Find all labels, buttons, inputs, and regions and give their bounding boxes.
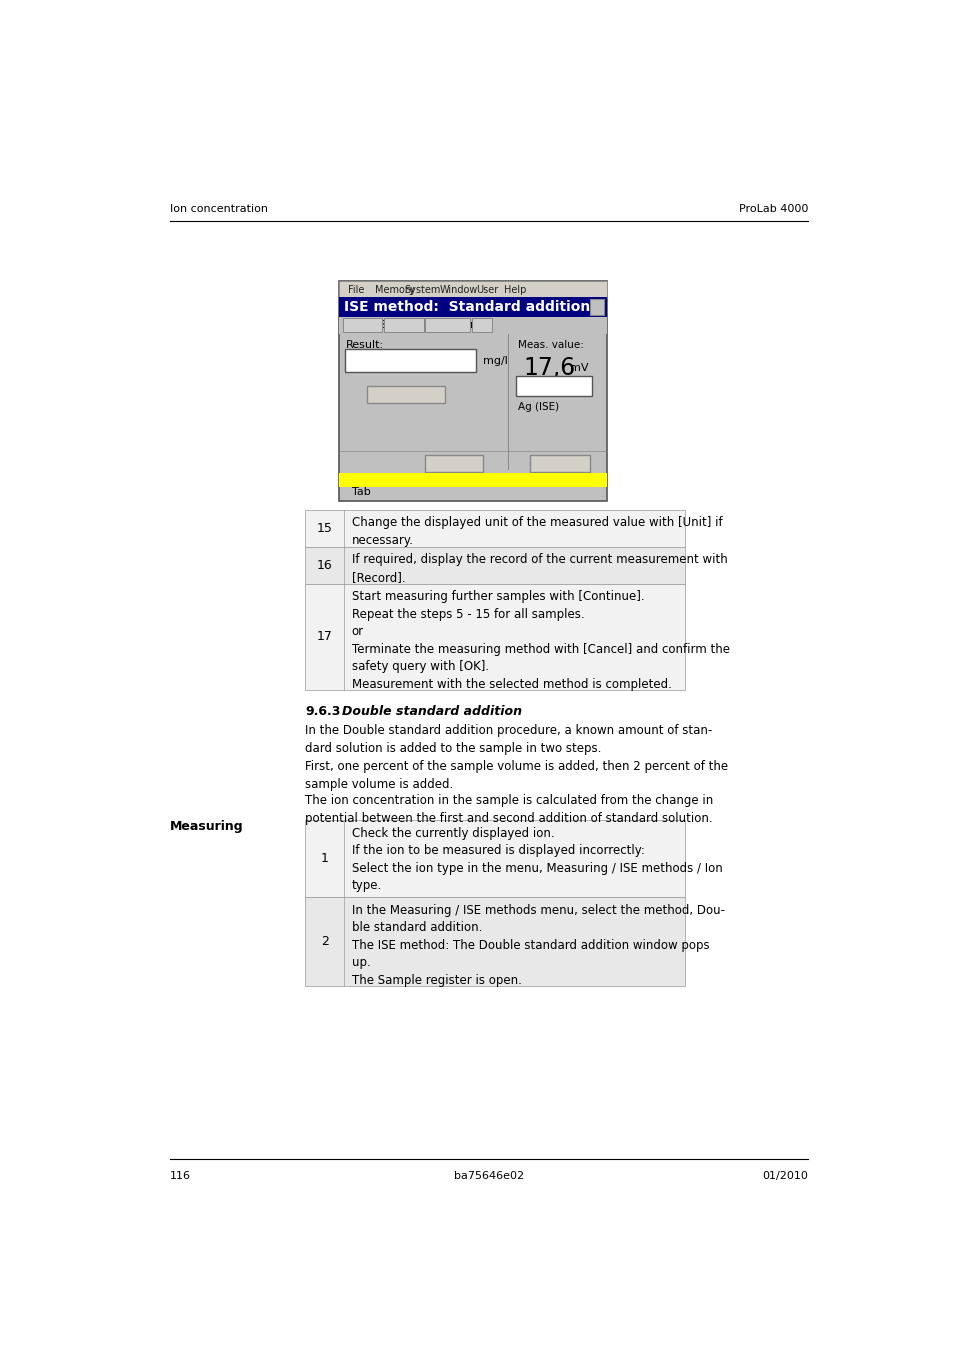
Text: 17,6: 17,6 — [523, 355, 576, 380]
Text: Measuring: Measuring — [170, 820, 243, 834]
FancyBboxPatch shape — [338, 281, 607, 501]
Text: Standard: Standard — [379, 320, 427, 331]
Text: 116: 116 — [170, 1171, 191, 1181]
Text: Memory: Memory — [375, 285, 415, 295]
Text: ba75646e02: ba75646e02 — [454, 1171, 523, 1181]
Text: 15: 15 — [316, 521, 333, 535]
Text: 40,377: 40,377 — [359, 351, 427, 370]
FancyBboxPatch shape — [425, 319, 470, 332]
Text: 9.6.3: 9.6.3 — [305, 705, 340, 717]
Text: Meas. value:: Meas. value: — [517, 339, 583, 350]
FancyBboxPatch shape — [383, 319, 423, 332]
Text: U2=17,6: U2=17,6 — [518, 386, 565, 397]
Text: mV: mV — [569, 362, 587, 373]
Text: Tab: Tab — [352, 486, 370, 497]
Text: 01/2010: 01/2010 — [761, 1171, 807, 1181]
FancyBboxPatch shape — [305, 820, 684, 897]
Text: Immerse sensor in sample: Immerse sensor in sample — [344, 474, 517, 486]
Text: The ion concentration in the sample is calculated from the change in
potential b: The ion concentration in the sample is c… — [305, 793, 713, 824]
Text: ISE method:  Standard addition: ISE method: Standard addition — [344, 300, 590, 313]
Text: Change the displayed unit of the measured value with [Unit] if
necessary.: Change the displayed unit of the measure… — [352, 516, 721, 547]
Text: ProLab 4000: ProLab 4000 — [738, 204, 807, 215]
Text: Double standard addition: Double standard addition — [342, 705, 522, 717]
FancyBboxPatch shape — [338, 281, 607, 297]
Text: System: System — [404, 285, 440, 295]
Text: Continue: Continue — [429, 458, 478, 469]
FancyBboxPatch shape — [338, 297, 607, 317]
Text: Unit: Unit — [394, 388, 417, 401]
FancyBboxPatch shape — [516, 376, 592, 396]
Text: Cancel: Cancel — [540, 458, 578, 469]
FancyBboxPatch shape — [338, 473, 607, 488]
Text: Check the currently displayed ion.
If the ion to be measured is displayed incorr: Check the currently displayed ion. If th… — [352, 827, 721, 892]
Text: Help: Help — [504, 285, 526, 295]
FancyBboxPatch shape — [305, 547, 684, 584]
Text: 1: 1 — [320, 852, 328, 866]
Text: File: File — [348, 285, 364, 295]
FancyBboxPatch shape — [425, 455, 483, 471]
Text: Ion: Ion — [474, 320, 490, 331]
Text: User: User — [476, 285, 497, 295]
FancyBboxPatch shape — [305, 897, 684, 986]
Text: 17: 17 — [316, 631, 333, 643]
Text: U1=0,0: U1=0,0 — [518, 378, 558, 388]
Text: In the Measuring / ISE methods menu, select the method, Dou-
ble standard additi: In the Measuring / ISE methods menu, sel… — [352, 904, 724, 986]
FancyBboxPatch shape — [343, 319, 381, 332]
Text: Sample: Sample — [343, 320, 382, 331]
FancyBboxPatch shape — [530, 455, 590, 471]
FancyBboxPatch shape — [305, 511, 684, 547]
Text: Ag (ISE): Ag (ISE) — [517, 403, 558, 412]
Text: Ion concentration: Ion concentration — [170, 204, 268, 215]
Text: In the Double standard addition procedure, a known amount of stan-
dard solution: In the Double standard addition procedur… — [305, 724, 727, 792]
FancyBboxPatch shape — [590, 299, 604, 315]
Text: Calculation: Calculation — [418, 320, 476, 331]
Text: Result:: Result: — [346, 339, 384, 350]
Text: Start measuring further samples with [Continue].
Repeat the steps 5 - 15 for all: Start measuring further samples with [Co… — [352, 590, 729, 690]
Text: If required, display the record of the current measurement with
[Record].: If required, display the record of the c… — [352, 554, 727, 584]
Text: Window: Window — [439, 285, 477, 295]
Text: 2: 2 — [320, 935, 328, 948]
Text: 16: 16 — [316, 559, 333, 571]
Text: mg/l: mg/l — [483, 355, 508, 366]
FancyBboxPatch shape — [344, 349, 476, 373]
FancyBboxPatch shape — [338, 317, 607, 334]
FancyBboxPatch shape — [367, 386, 444, 403]
FancyBboxPatch shape — [305, 584, 684, 689]
FancyBboxPatch shape — [472, 319, 492, 332]
Text: ×: × — [592, 300, 602, 313]
